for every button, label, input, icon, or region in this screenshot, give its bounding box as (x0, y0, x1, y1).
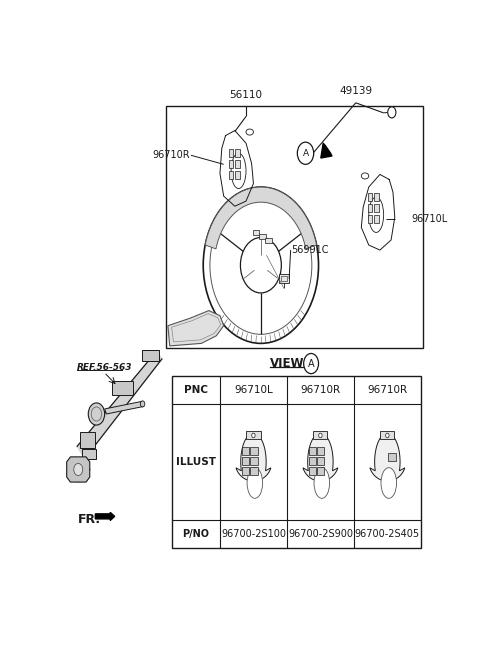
Bar (142, 350, 158, 361)
Bar (380, 431, 395, 439)
Bar (228, 172, 233, 179)
Text: 96710L: 96710L (234, 385, 273, 395)
Bar (166, 106, 423, 348)
Bar (242, 467, 249, 475)
Ellipse shape (247, 468, 263, 498)
Circle shape (252, 433, 255, 438)
Bar (112, 381, 132, 396)
Bar (317, 467, 324, 475)
FancyArrow shape (96, 512, 115, 521)
Text: 49139: 49139 (339, 86, 372, 96)
Bar (228, 149, 233, 157)
Text: FR.: FR. (78, 514, 101, 527)
Polygon shape (205, 187, 317, 249)
Bar (246, 431, 261, 439)
Bar (368, 204, 372, 212)
Bar (83, 449, 96, 459)
Bar (235, 149, 240, 157)
Polygon shape (168, 310, 224, 346)
Circle shape (88, 403, 105, 425)
Bar (242, 457, 249, 465)
Text: 96710L: 96710L (411, 214, 448, 224)
Circle shape (140, 401, 145, 407)
Circle shape (74, 464, 83, 476)
Bar (251, 457, 258, 465)
Text: VIEW: VIEW (270, 357, 304, 370)
Bar (235, 172, 240, 179)
Polygon shape (370, 433, 405, 481)
Bar (259, 234, 266, 239)
Bar (317, 447, 324, 455)
Bar (368, 215, 372, 223)
Bar (309, 467, 316, 475)
Bar (313, 431, 327, 439)
Ellipse shape (314, 468, 330, 498)
Bar (309, 457, 316, 465)
Text: REF.56-563: REF.56-563 (77, 363, 132, 371)
Text: 96700-2S100: 96700-2S100 (221, 529, 286, 539)
Polygon shape (303, 433, 338, 481)
Bar (81, 432, 96, 448)
Text: ILLUST: ILLUST (176, 457, 216, 467)
Circle shape (385, 433, 389, 438)
Bar (251, 467, 258, 475)
Polygon shape (67, 457, 90, 482)
Bar (374, 193, 379, 200)
Text: A: A (302, 149, 309, 158)
Bar (388, 453, 396, 460)
Bar (251, 447, 258, 455)
Bar (235, 160, 240, 168)
Text: PNC: PNC (184, 385, 208, 395)
Polygon shape (77, 351, 162, 459)
Text: 56110: 56110 (229, 90, 263, 100)
Text: 96710R: 96710R (367, 385, 408, 395)
Bar (172, 376, 421, 548)
Bar (265, 238, 272, 243)
Bar (279, 274, 289, 284)
Bar (368, 193, 372, 200)
Text: 96700-2S405: 96700-2S405 (355, 529, 420, 539)
Bar (309, 447, 316, 455)
Bar (242, 447, 249, 455)
Bar (228, 160, 233, 168)
Polygon shape (105, 402, 144, 414)
Text: 96710R: 96710R (153, 150, 190, 160)
Bar (374, 204, 379, 212)
Circle shape (388, 107, 396, 118)
Text: 96710R: 96710R (300, 385, 340, 395)
Circle shape (319, 433, 322, 438)
Text: 96700-2S900: 96700-2S900 (288, 529, 353, 539)
Bar (317, 457, 324, 465)
Polygon shape (236, 433, 271, 481)
Text: P/NO: P/NO (182, 529, 209, 539)
Circle shape (297, 142, 314, 164)
Bar (374, 215, 379, 223)
Circle shape (304, 354, 319, 373)
Text: A: A (308, 358, 314, 369)
FancyArrow shape (321, 143, 332, 158)
Bar (281, 276, 288, 282)
Text: 56991C: 56991C (291, 245, 329, 255)
Bar (252, 230, 259, 235)
Ellipse shape (381, 468, 396, 498)
